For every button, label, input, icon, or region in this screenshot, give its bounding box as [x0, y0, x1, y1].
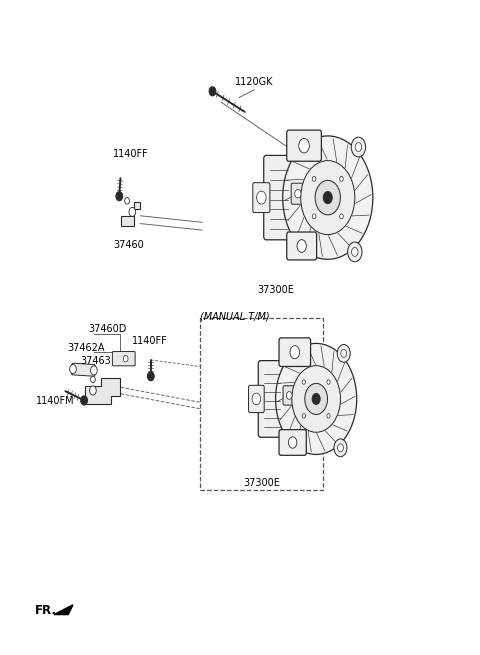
Text: 37463: 37463 — [80, 356, 111, 366]
Circle shape — [288, 437, 297, 448]
Text: 37300E: 37300E — [257, 286, 294, 295]
Circle shape — [301, 160, 355, 234]
Circle shape — [312, 176, 316, 181]
FancyBboxPatch shape — [287, 130, 322, 161]
Circle shape — [315, 180, 340, 215]
FancyBboxPatch shape — [112, 352, 135, 365]
Circle shape — [290, 346, 300, 359]
Circle shape — [91, 376, 96, 383]
Circle shape — [337, 345, 350, 362]
Text: 1120GK: 1120GK — [235, 77, 274, 87]
Circle shape — [90, 386, 96, 395]
Circle shape — [351, 248, 358, 256]
Text: 1140FM: 1140FM — [36, 396, 74, 405]
Text: 1140FF: 1140FF — [132, 335, 168, 346]
Circle shape — [147, 371, 154, 381]
Circle shape — [125, 198, 130, 204]
Circle shape — [257, 191, 266, 204]
FancyBboxPatch shape — [253, 183, 270, 213]
Circle shape — [91, 365, 97, 375]
Circle shape — [327, 380, 330, 384]
Circle shape — [70, 365, 76, 373]
FancyBboxPatch shape — [258, 361, 306, 438]
Circle shape — [295, 189, 301, 198]
Circle shape — [355, 143, 361, 151]
Circle shape — [283, 136, 373, 259]
Circle shape — [292, 365, 340, 432]
Circle shape — [129, 208, 136, 216]
Circle shape — [276, 343, 357, 455]
Bar — [200, 318, 323, 490]
FancyBboxPatch shape — [283, 386, 295, 405]
FancyBboxPatch shape — [279, 338, 311, 366]
Circle shape — [302, 380, 305, 384]
FancyBboxPatch shape — [72, 364, 96, 376]
Text: 37462A: 37462A — [67, 343, 105, 354]
Text: FR.: FR. — [35, 603, 57, 616]
Text: 37300E: 37300E — [243, 478, 280, 488]
Circle shape — [252, 393, 261, 405]
Polygon shape — [85, 378, 120, 404]
FancyBboxPatch shape — [249, 385, 264, 413]
Circle shape — [81, 396, 87, 405]
Circle shape — [341, 349, 347, 358]
Circle shape — [334, 439, 347, 457]
Circle shape — [348, 242, 362, 262]
FancyBboxPatch shape — [287, 232, 317, 260]
Circle shape — [297, 240, 306, 252]
Circle shape — [287, 392, 292, 400]
Circle shape — [123, 356, 128, 362]
FancyBboxPatch shape — [291, 183, 305, 204]
Circle shape — [305, 383, 327, 415]
Text: 37460: 37460 — [113, 240, 144, 250]
Text: 37460D: 37460D — [88, 324, 126, 334]
Text: (MANUAL T/M): (MANUAL T/M) — [201, 311, 270, 321]
Circle shape — [327, 413, 330, 418]
Circle shape — [312, 214, 316, 219]
FancyBboxPatch shape — [264, 155, 317, 240]
Circle shape — [340, 176, 343, 181]
Circle shape — [312, 394, 320, 405]
Circle shape — [299, 138, 310, 153]
Polygon shape — [54, 605, 73, 614]
Text: 1140FF: 1140FF — [113, 149, 149, 159]
FancyBboxPatch shape — [279, 430, 306, 455]
Circle shape — [209, 86, 216, 96]
Circle shape — [302, 413, 305, 418]
Circle shape — [337, 444, 343, 452]
Circle shape — [351, 137, 366, 157]
Circle shape — [116, 192, 122, 201]
Circle shape — [340, 214, 343, 219]
Polygon shape — [121, 202, 140, 225]
Circle shape — [323, 191, 332, 204]
